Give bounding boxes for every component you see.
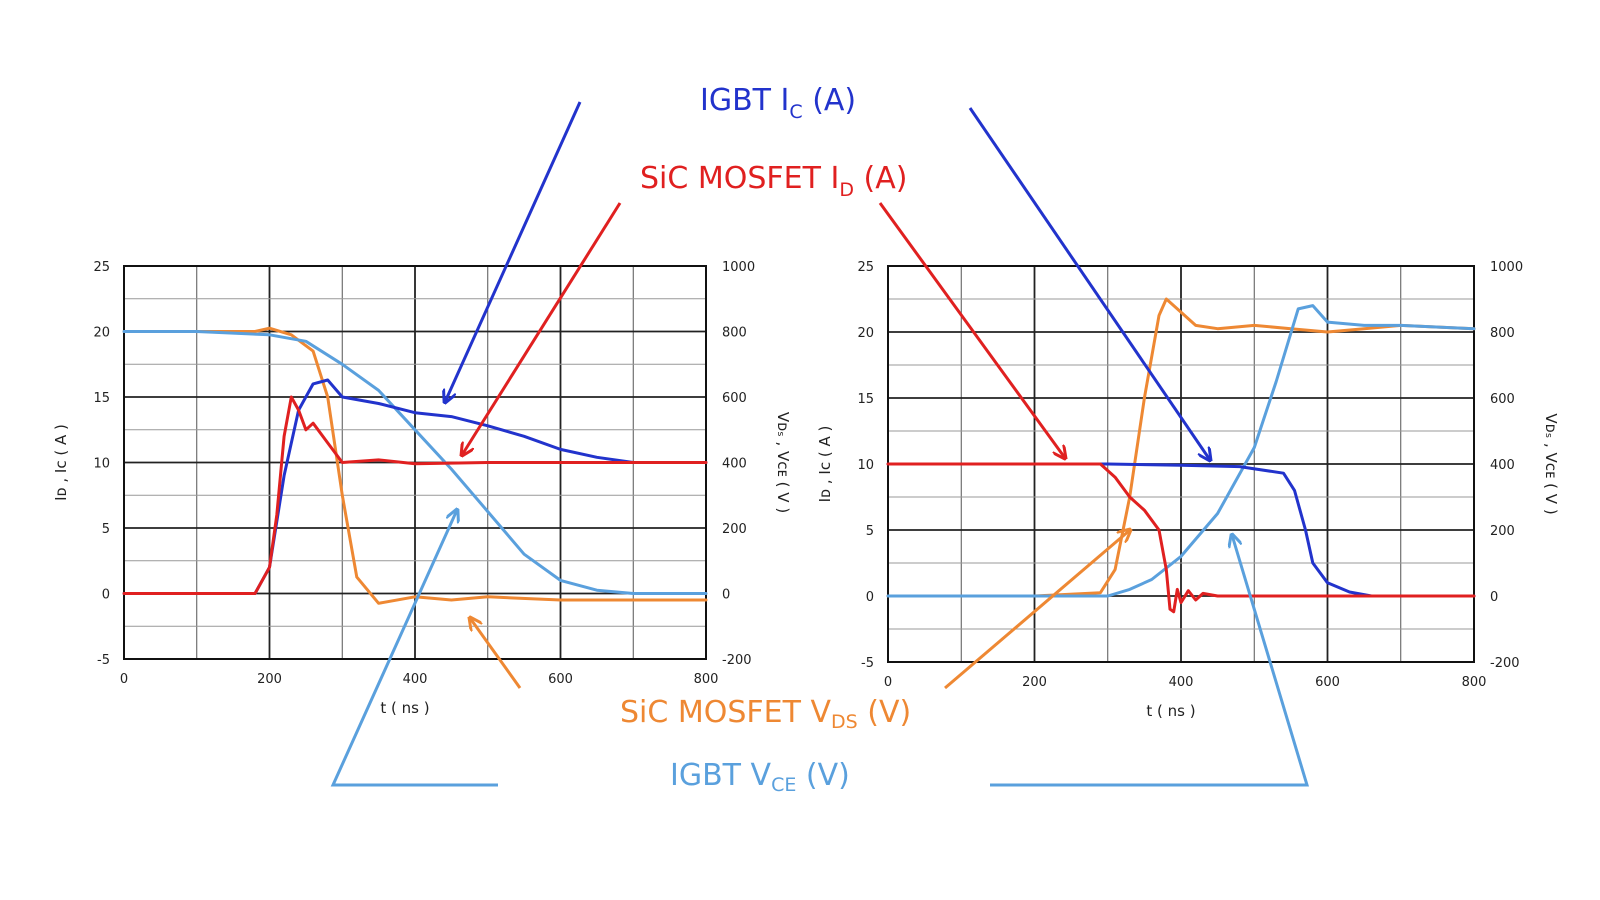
y-left-tick-label: 15 [93,391,110,406]
x-tick-label: 800 [1462,675,1487,690]
series-sic-vds-line [886,297,1476,598]
x-tick-label: 200 [1022,675,1047,690]
legend-sic-vds: SiC MOSFET VDS (V) [620,695,911,733]
x-tick-label: 800 [694,672,719,687]
y-right-tick-label: 400 [1490,458,1515,473]
y-left-tick-label: 25 [857,260,874,275]
y-right-tick-label: 200 [1490,524,1515,539]
y-right-tick-label: -200 [722,653,752,668]
y-left-tick-label: 10 [93,457,110,472]
y-left-tick-label: 20 [93,326,110,341]
legend-sic-id: SiC MOSFET ID (A) [640,161,907,201]
x-axis-label: t ( ns ) [380,699,429,717]
x-axis-label: t ( ns ) [1146,702,1195,720]
x-tick-label: 0 [884,675,892,690]
arrow-igbt-ic-left [445,101,582,402]
chart-right: 0 200 400 600 800 -5 0 5 10 15 20 25 -200 0 200 400 600 8… [816,260,1560,720]
x-tick-label: 600 [1315,675,1340,690]
y-right-tick-label: 800 [722,326,747,341]
y-left-tick-label: 10 [857,458,874,473]
y-right-tick-label: 0 [722,588,730,603]
arrow-igbt-vce-left [330,510,498,787]
y-left-axis-label: Iᴅ , Iᴄ ( A ) [816,426,834,503]
y-left-tick-label: -5 [861,656,874,671]
series-igbt-vce-line [886,304,1476,598]
arrow-sic-id-right [878,202,1065,458]
y-right-tick-label: 1000 [722,260,755,275]
y-right-tick-label: 1000 [1490,260,1523,275]
y-left-tick-label: 20 [857,326,874,341]
y-right-axis-label: Vᴅₛ , Vᴄᴇ ( V ) [1542,413,1560,514]
y-left-tick-label: 25 [93,260,110,275]
y-left-tick-label: 5 [102,522,110,537]
arrow-igbt-vce-right [990,535,1310,787]
y-right-tick-label: 0 [1490,590,1498,605]
y-left-tick-label: 15 [857,392,874,407]
y-left-tick-label: -5 [97,653,110,668]
x-tick-label: 400 [1169,675,1194,690]
legend-igbt-vce: IGBT VCE (V) [670,758,850,796]
y-right-tick-label: 400 [722,457,747,472]
y-left-axis-label: Iᴅ , Iᴄ ( A ) [52,424,70,501]
x-tick-label: 400 [403,672,428,687]
series-igbt-vce-line [122,330,708,595]
y-left-tick-label: 0 [866,590,874,605]
series-sic-id-line [122,395,708,595]
series-sic-id-line [886,462,1476,614]
x-tick-label: 200 [257,672,282,687]
legend-igbt-ic: IGBT IC (A) [700,83,856,123]
x-tick-label: 0 [120,672,128,687]
y-right-tick-label: 800 [1490,326,1515,341]
y-right-axis-label: Vᴅₛ , Vᴄᴇ ( V ) [774,412,792,513]
y-left-tick-label: 5 [866,524,874,539]
y-right-tick-label: 600 [1490,392,1515,407]
y-right-tick-label: 200 [722,522,747,537]
arrow-igbt-ic-right [968,107,1210,460]
arrow-sic-vds-left [470,618,522,689]
y-right-tick-label: -200 [1490,656,1520,671]
series-sic-vds-line [122,326,708,605]
annotation-arrows [330,101,1310,787]
chart-left: 0 200 400 600 800 -5 0 5 10 15 20 25 -200 0 200 400 600 8… [52,260,792,717]
y-left-tick-label: 0 [102,588,110,603]
x-tick-label: 600 [548,672,573,687]
y-right-tick-label: 600 [722,391,747,406]
arrow-sic-vds-right [944,530,1130,690]
arrow-sic-id-left [462,202,622,455]
